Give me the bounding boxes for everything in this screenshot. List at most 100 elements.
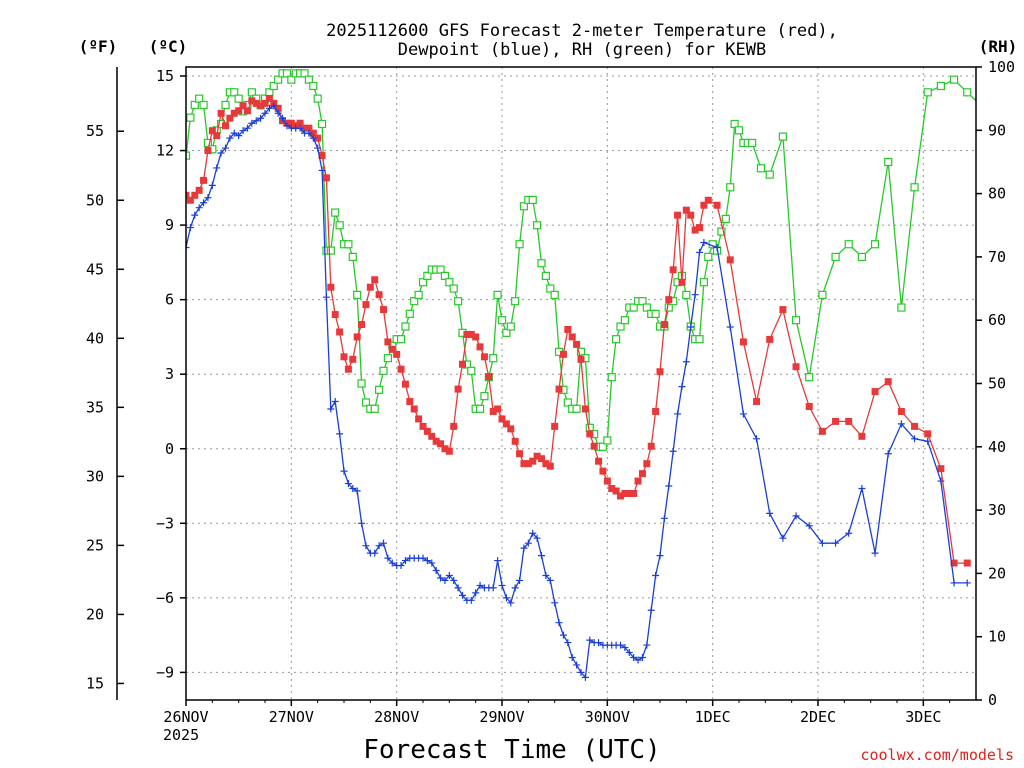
- temperature-point: [568, 333, 576, 341]
- rh-point: [230, 88, 239, 97]
- temperature-point: [630, 489, 638, 497]
- temperature-point: [384, 338, 392, 346]
- temperature-point: [336, 328, 344, 336]
- dewpoint-point: [805, 522, 813, 530]
- dewpoint-point: [581, 673, 589, 681]
- fahrenheit-unit-label: (ºF): [79, 37, 118, 56]
- dewpoint-point: [349, 485, 357, 493]
- temperature-point: [445, 447, 453, 455]
- dewpoint-point: [520, 544, 528, 552]
- dewpoint-point: [643, 641, 651, 649]
- temperature-point: [195, 186, 203, 194]
- temperature-point: [459, 360, 466, 368]
- dewpoint-point: [257, 114, 265, 122]
- rh-point: [379, 366, 388, 375]
- rh-point: [537, 259, 546, 268]
- dewpoint-point: [660, 514, 668, 522]
- temperature-point: [208, 127, 216, 135]
- temperature-point: [358, 321, 366, 328]
- rh-point: [511, 297, 520, 306]
- temperature-point: [656, 368, 664, 376]
- temperature-point: [485, 373, 493, 381]
- dewpoint-point: [305, 129, 313, 137]
- dewpoint-point: [489, 584, 497, 592]
- temperature-point: [573, 340, 581, 348]
- temperature-point: [340, 353, 348, 361]
- temperature-point: [612, 487, 620, 495]
- dewpoint-point: [832, 539, 840, 547]
- dewpoint-point: [792, 512, 800, 520]
- dewpoint-point: [375, 542, 383, 550]
- rh-point: [818, 290, 827, 299]
- fahrenheit-tick-label: 15: [86, 674, 104, 692]
- fahrenheit-axis-ticks: 55 50 45 40 35 30 25 20 15: [86, 122, 124, 692]
- grid-lines: [186, 67, 976, 700]
- dewpoint-point: [586, 636, 594, 644]
- temperature-point: [305, 124, 313, 132]
- temperature-point: [467, 330, 475, 338]
- temperature-point: [498, 415, 506, 423]
- rh-point: [405, 309, 414, 318]
- rh-point: [221, 100, 230, 110]
- rh-point: [317, 119, 327, 129]
- temperature-point: [766, 335, 774, 343]
- dewpoint-point: [494, 557, 502, 565]
- rh-point: [550, 290, 559, 299]
- rh-point: [313, 94, 322, 103]
- temperature-point: [437, 440, 445, 448]
- temperature-point: [265, 94, 273, 102]
- dewpoint-point: [432, 567, 440, 575]
- rh-point: [765, 170, 774, 179]
- temperature-point: [415, 415, 423, 423]
- temperature-point: [779, 306, 787, 314]
- temperature-point: [911, 422, 919, 430]
- rh-point: [598, 442, 608, 451]
- plot-frame: [185, 66, 977, 701]
- dewpoint-point: [516, 576, 524, 584]
- dewpoint-point: [226, 134, 234, 142]
- temperature-point: [713, 201, 721, 209]
- temperature-point: [625, 489, 633, 497]
- dewpoint-point: [511, 584, 519, 592]
- temperature-point: [621, 489, 629, 497]
- temperature-point: [818, 427, 826, 435]
- rh-point: [651, 309, 660, 318]
- temperature-point: [704, 196, 712, 204]
- dewpoint-point: [248, 119, 256, 127]
- rh-point: [791, 316, 801, 325]
- dewpoint-point: [669, 447, 677, 455]
- temperature-point: [669, 266, 677, 274]
- temperature-point: [375, 291, 383, 299]
- rh-point: [331, 208, 340, 217]
- rh-point: [642, 303, 651, 312]
- temperature-point: [362, 301, 370, 309]
- dewpoint-point: [450, 576, 458, 584]
- temperature-point: [274, 104, 282, 112]
- fahrenheit-tick-label: 25: [86, 536, 104, 554]
- celsius-tick-label: −3: [156, 514, 174, 532]
- dewpoint-point: [682, 358, 690, 366]
- temperature-point: [581, 405, 589, 413]
- temperature-point: [638, 470, 646, 478]
- dewpoint-point: [454, 584, 462, 592]
- temperature-point: [186, 191, 190, 199]
- dewpoint-point: [459, 591, 466, 599]
- rh-point: [730, 119, 739, 129]
- dewpoint-point: [726, 323, 734, 331]
- rh-point: [546, 284, 555, 293]
- rh-point: [300, 69, 309, 78]
- rh-tick-label: 20: [988, 564, 1006, 582]
- temperature-point: [331, 311, 339, 319]
- temperature-point: [494, 405, 502, 413]
- dewpoint-point: [546, 576, 554, 584]
- temperature-point: [296, 119, 304, 127]
- temperature-point: [546, 462, 554, 470]
- rh-point: [195, 94, 204, 103]
- dewpoint-point: [213, 164, 221, 172]
- temperature-point: [204, 147, 212, 155]
- dewpoint-point: [467, 596, 475, 604]
- temperature-point: [937, 465, 945, 473]
- credit-link[interactable]: coolwx.com/models: [860, 746, 1014, 764]
- rh-point: [309, 81, 318, 91]
- rh-point: [203, 138, 213, 148]
